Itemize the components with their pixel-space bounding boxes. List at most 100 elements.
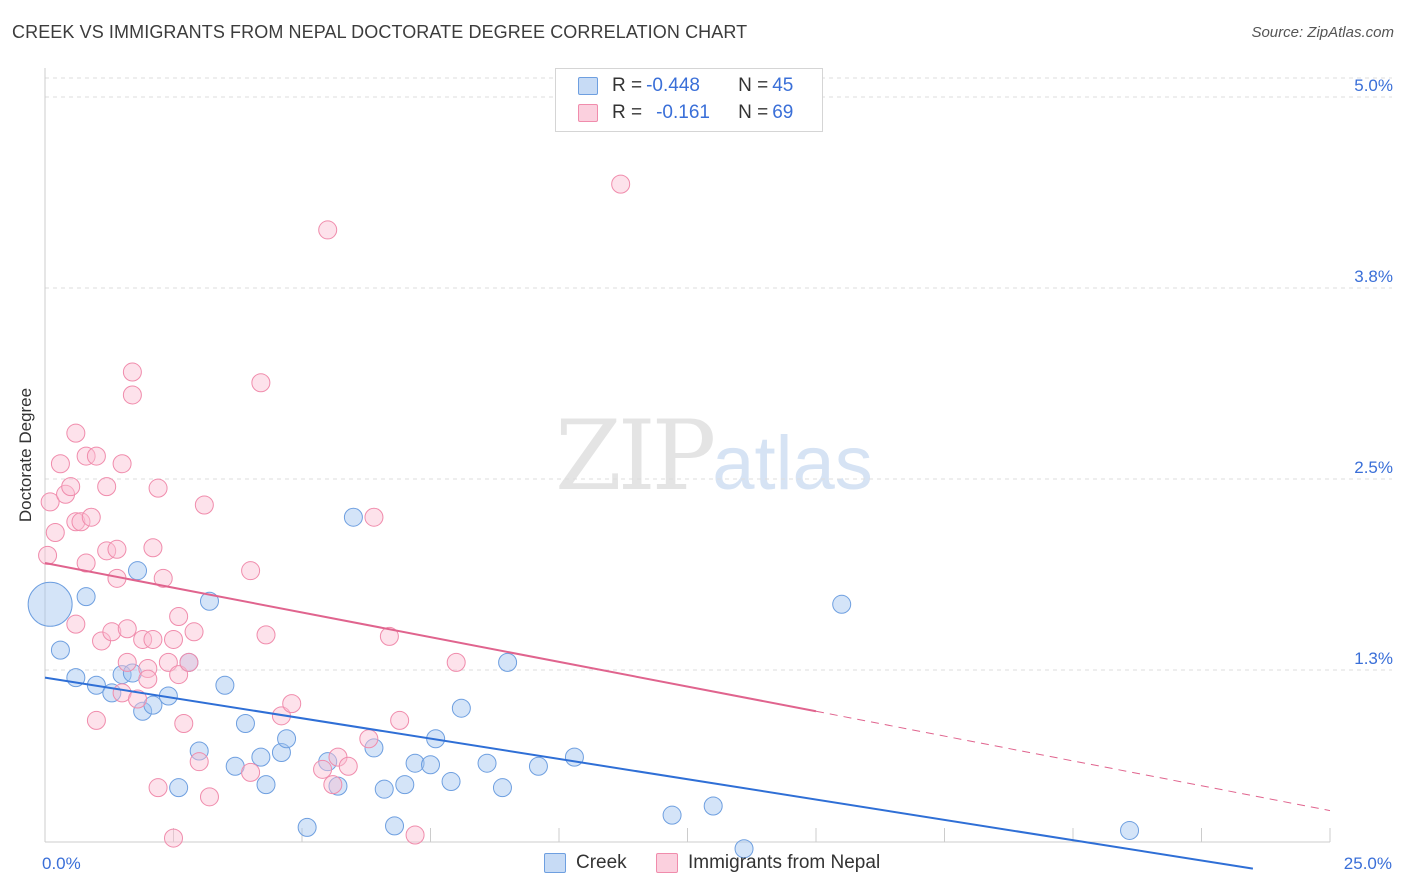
nepal-point — [313, 759, 333, 779]
nepal-point — [282, 694, 302, 714]
nepal-point — [169, 665, 189, 685]
creek-point — [492, 778, 512, 798]
nepal-point — [338, 756, 358, 776]
nepal-point — [97, 541, 117, 561]
creek-point — [251, 747, 271, 767]
legend-row-creek: R = -0.448 N = 45 — [578, 74, 793, 98]
creek-point — [477, 753, 497, 773]
nepal-point — [38, 545, 58, 565]
creek-point — [405, 753, 425, 773]
nepal-point — [405, 825, 425, 845]
bottom-legend-label-nepal: Immigrants from Nepal — [688, 852, 881, 873]
nepal-point — [81, 507, 101, 527]
bottom-legend-swatch-creek — [544, 853, 566, 873]
x-tick-label: 25.0% — [1344, 854, 1392, 873]
creek-point — [199, 591, 219, 611]
creek-point — [528, 756, 548, 776]
legend-swatch-creek — [578, 77, 598, 95]
creek-point — [385, 816, 405, 836]
legend-nepal-r-label: R = — [612, 102, 643, 123]
nepal-point — [169, 607, 189, 627]
legend-nepal-n-label: N = — [738, 102, 769, 123]
legend-nepal-r-value: -0.161 — [656, 102, 710, 123]
nepal-point — [133, 629, 153, 649]
nepal-point — [323, 775, 343, 795]
creek-point — [421, 755, 440, 775]
nepal-point — [379, 626, 399, 646]
nepal-point — [50, 454, 70, 474]
x-tick-label: 0.0% — [42, 854, 81, 873]
creek-point — [128, 561, 148, 581]
nepal-point — [40, 492, 60, 512]
nepal-point — [148, 478, 168, 498]
nepal-point — [446, 652, 466, 672]
creek-point — [564, 747, 584, 767]
legend-creek-n-label: N = — [738, 75, 769, 96]
nepal-point — [122, 385, 142, 405]
nepal-point — [66, 614, 86, 634]
nepal-point — [128, 689, 148, 709]
nepal-point — [611, 174, 631, 194]
creek-point — [364, 738, 384, 758]
creek-point — [50, 640, 70, 660]
nepal-point — [86, 446, 106, 466]
nepal-point — [66, 512, 86, 532]
nepal-point — [241, 561, 261, 581]
nepal-point — [117, 652, 137, 672]
creek-point — [297, 817, 317, 837]
legend-row-nepal: R = -0.161 N = 69 — [578, 101, 793, 125]
nepal-point — [158, 652, 178, 672]
creek-point — [169, 778, 189, 798]
nepal-point — [318, 220, 338, 240]
creek-point — [277, 729, 297, 749]
bottom-legend-swatch-nepal — [656, 853, 678, 873]
bottom-legend-creek: Creek — [544, 852, 627, 874]
nepal-point — [66, 423, 86, 443]
nepal-point — [76, 446, 96, 466]
nepal-point — [184, 622, 204, 642]
legend-creek-n-value: 45 — [772, 75, 794, 96]
nepal-trend-line-extension — [815, 710, 1331, 812]
creek-point — [133, 701, 153, 721]
creek-point — [1120, 820, 1140, 840]
legend-swatch-nepal — [578, 104, 598, 122]
creek-point — [395, 775, 415, 795]
nepal-point — [390, 710, 410, 730]
watermark-atlas: atlas — [712, 421, 873, 506]
nepal-point — [107, 539, 127, 559]
y-tick-label: 3.8% — [1354, 267, 1393, 286]
nepal-point — [359, 729, 379, 749]
nepal-point — [194, 495, 214, 515]
nepal-trend-line — [44, 562, 817, 713]
correlation-legend: R = -0.448 N = 45 R = -0.161 N = 69 — [555, 68, 823, 132]
watermark: ZIPatlas — [555, 400, 873, 512]
creek-point — [451, 698, 471, 718]
nepal-point — [179, 652, 199, 672]
creek-point — [256, 775, 276, 795]
bottom-legend-label-creek: Creek — [576, 852, 627, 873]
nepal-point — [71, 512, 91, 532]
y-tick-label: 5.0% — [1354, 76, 1393, 95]
nepal-point — [143, 629, 163, 649]
nepal-point — [148, 778, 168, 798]
creek-point — [76, 587, 96, 607]
nepal-point — [86, 710, 106, 730]
creek-point — [734, 839, 754, 859]
nepal-point — [76, 553, 96, 573]
creek-point — [441, 772, 461, 792]
nepal-point — [251, 373, 271, 393]
legend-creek-r-label: R = — [612, 75, 643, 96]
creek-point — [27, 581, 73, 627]
nepal-point — [117, 619, 137, 639]
legend-creek-r-value: -0.448 — [646, 75, 700, 96]
chart-source: Source: ZipAtlas.com — [1251, 24, 1394, 41]
creek-point — [662, 805, 682, 825]
nepal-point — [138, 669, 158, 689]
nepal-point — [97, 477, 117, 497]
y-tick-label: 1.3% — [1354, 649, 1393, 668]
nepal-point — [122, 362, 142, 382]
nepal-point — [174, 713, 194, 733]
creek-point — [832, 594, 852, 614]
nepal-point — [102, 622, 122, 642]
